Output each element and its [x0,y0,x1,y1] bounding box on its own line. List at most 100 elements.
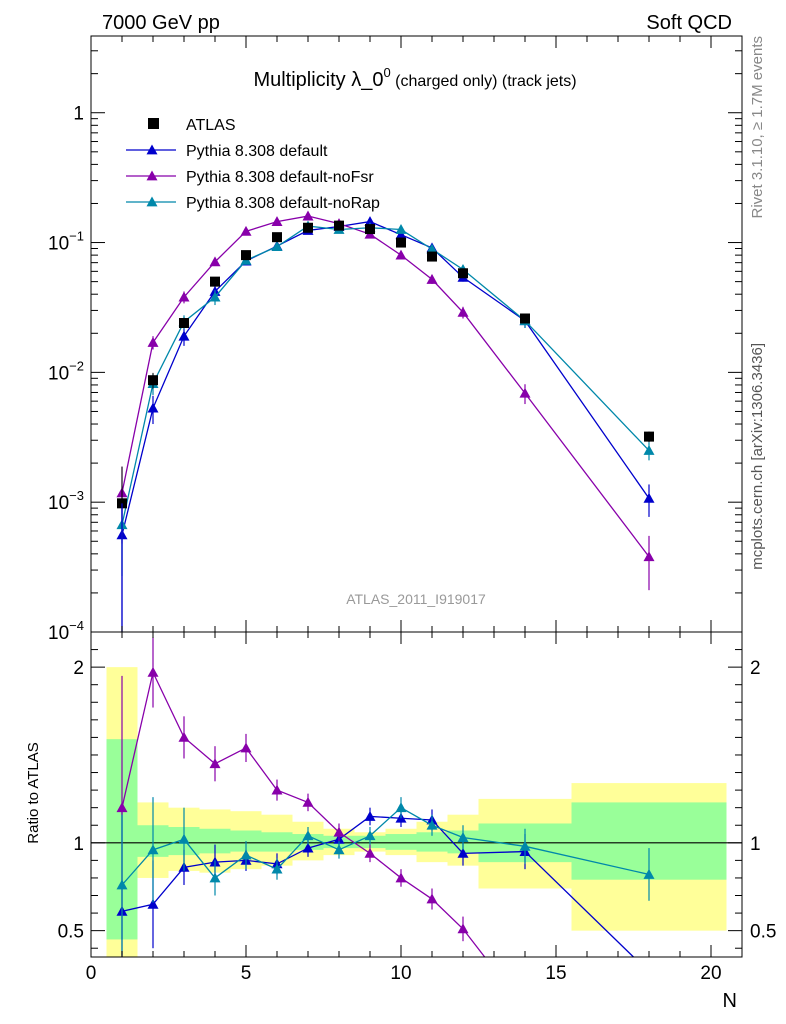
ratio-series-group [116,797,655,956]
ratio-point [457,832,469,842]
ratio-point [519,840,531,851]
y-tick-exponent: −4 [69,618,84,633]
series-point [395,224,407,234]
ratio-point [147,898,159,909]
ratio-y-tick-label: 2 [73,658,84,679]
ratio-band-green [385,834,417,850]
series-point [240,225,252,236]
mcplots-source-label: mcplots.cern.ch [arXiv:1306.3436] [749,343,766,570]
chart-title-rest: (charged only) (track jets) [391,73,577,90]
y-tick-base: 10 [48,363,69,384]
ratio-point [333,826,345,837]
atlas-point [210,276,220,287]
x-tick-label: 0 [86,963,97,984]
x-tick-label: 5 [241,963,252,984]
series-line [121,220,650,536]
header-right-label: Soft QCD [646,12,732,34]
ratio-panel: 0 5 10 15 20 0.5 0.5 1 1 2 2 Ratio to ATLAS N [25,631,776,1012]
series-point [271,241,283,252]
series-point [364,216,376,226]
series-point [395,249,407,260]
ratio-point [364,830,376,841]
legend-item: ATLAS [148,117,236,134]
legend-marker [146,144,158,155]
ratio-y-tick-label: 1 [73,834,84,855]
ratio-y-tick-label-right: 1 [750,834,761,855]
legend-label: ATLAS [186,117,236,134]
series-point [643,445,655,455]
series-point [395,229,407,240]
x-axis-label: N [723,990,737,1012]
atlas-point [303,222,313,233]
atlas-point [644,431,654,442]
ratio-point [209,872,221,883]
series-point [426,273,438,284]
series-point [209,256,221,267]
ratio-point [457,923,469,934]
series-point [302,210,314,221]
series-group [116,210,655,591]
ratio-point [395,872,407,883]
y-tick-label: 1 [73,104,84,125]
y-tick-exponent: −1 [69,229,84,244]
atlas-point [458,268,468,279]
series-point [147,402,159,413]
ratio-frame [90,631,743,958]
legend-marker [146,196,158,207]
ratio-point [364,810,376,821]
ratio-band-green [230,830,262,852]
ratio-point [643,868,655,879]
ratio-y-tick-label-right: 0.5 [750,922,776,943]
atlas-point [179,318,189,329]
ratio-series-group [116,637,486,958]
rivet-version-label: Rivet 3.1.10, ≥ 1.7M events [749,36,766,219]
series-point [643,492,655,503]
ratio-y-tick-label-right: 2 [750,658,761,679]
atlas-data-group [117,220,654,632]
ratio-y-tick-label: 0.5 [58,922,84,943]
legend-label: Pythia 8.308 default [186,143,328,160]
ratio-point [302,842,314,853]
series-point [147,336,159,347]
ratio-point [147,844,159,855]
ratio-point [426,893,438,904]
series-point [643,551,655,562]
series-line [121,215,650,558]
legend-label: Pythia 8.308 default-noRap [186,195,380,212]
analysis-label: ATLAS_2011_I919017 [346,591,486,607]
atlas-point [396,237,406,248]
ratio-point [240,849,252,860]
atlas-point [241,250,251,261]
ratio-series-line [121,806,650,886]
legend-item: Pythia 8.308 default-noFsr [126,169,374,186]
ratio-point [457,847,469,858]
ratio-point [147,666,159,677]
ratio-point [395,802,407,813]
ratio-point [240,742,252,753]
ratio-point [116,879,128,890]
y-tick-exponent: −2 [69,358,84,373]
y-tick-label: 10−1 [48,229,84,255]
ratio-point [116,802,128,813]
y-tick-label: 10−2 [48,358,84,384]
ratio-point [178,731,190,742]
series-group [116,216,655,632]
y-tick-base: 10 [48,493,69,514]
atlas-point [334,220,344,231]
x-tick-label: 10 [390,963,411,984]
series-group [116,220,655,577]
ratio-point [302,796,314,807]
legend-item: Pythia 8.308 default-noRap [126,195,380,212]
ratio-point [271,784,283,795]
legend-item: Pythia 8.308 default [126,143,328,160]
legend-label: Pythia 8.308 default-noFsr [186,169,374,186]
series-point [178,330,190,341]
y-tick-exponent: −3 [69,488,84,503]
y-tick-label: 10−3 [48,488,84,514]
chart-title-main: Multiplicity λ_0 [253,69,383,91]
ratio-series-line [121,815,634,958]
ratio-band-green [416,832,448,852]
ratio-point [209,758,221,769]
ratio-band-green [261,832,293,852]
